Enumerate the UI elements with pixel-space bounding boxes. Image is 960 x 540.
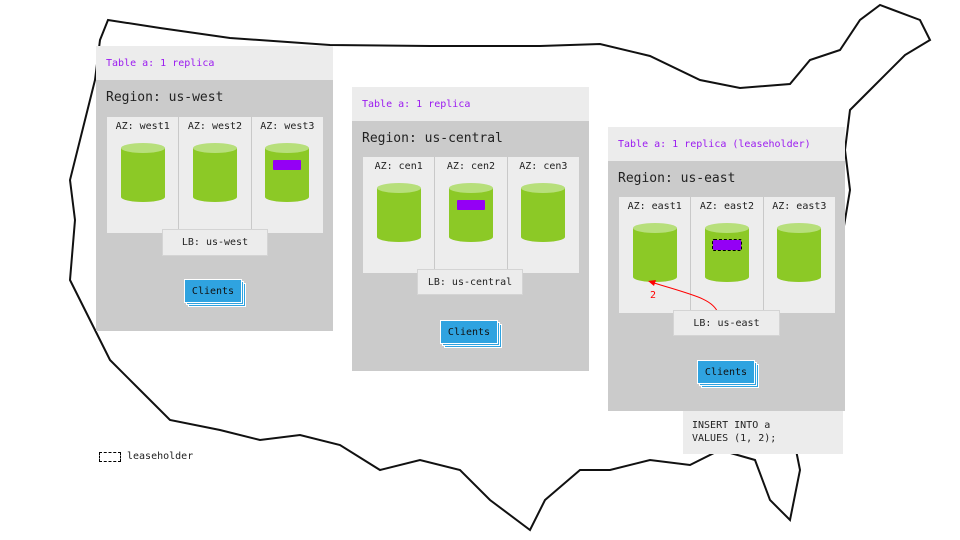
leaseholder-legend-icon — [99, 451, 121, 462]
az-label: AZ: cen1 — [374, 161, 423, 172]
az-group: AZ: west1 AZ: west2 AZ: west3 — [107, 117, 323, 233]
database-node-icon — [265, 143, 310, 207]
region-title: Region: us-west — [106, 90, 224, 105]
load-balancer: LB: us-central — [417, 269, 523, 295]
az-east3: AZ: east3 — [764, 197, 835, 313]
az-cen3: AZ: cen3 — [508, 157, 579, 273]
az-label: AZ: cen3 — [519, 161, 568, 172]
az-west3: AZ: west3 — [252, 117, 323, 233]
database-node-icon — [632, 223, 677, 287]
az-cen2: AZ: cen2 — [435, 157, 508, 273]
az-label: AZ: cen2 — [446, 161, 496, 172]
region-us-central: Region: us-central AZ: cen1 AZ: cen2 AZ:… — [352, 121, 589, 371]
database-node-icon — [376, 183, 421, 247]
az-east2: AZ: east2 — [691, 197, 764, 313]
load-balancer: LB: us-west — [162, 229, 268, 256]
clients-label: Clients — [440, 320, 498, 344]
az-cen1: AZ: cen1 — [363, 157, 436, 273]
legend: leaseholder — [99, 451, 193, 462]
table-label-us-west: Table a: 1 replica — [96, 46, 333, 80]
arrow-step-label: 2 — [650, 290, 657, 301]
az-group: AZ: east1 AZ: east2 AZ: east3 — [619, 197, 835, 313]
az-west2: AZ: west2 — [179, 117, 252, 233]
region-title: Region: us-east — [618, 171, 736, 186]
az-west1: AZ: west1 — [107, 117, 180, 233]
legend-label: leaseholder — [127, 451, 194, 462]
database-node-icon — [448, 183, 493, 247]
az-label: AZ: east2 — [699, 201, 755, 212]
az-label: AZ: west1 — [115, 121, 170, 132]
region-us-east: Region: us-east AZ: east1 AZ: east2 AZ: … — [608, 161, 845, 411]
database-node-icon — [120, 143, 165, 207]
clients-stack: Clients — [440, 320, 502, 348]
table-label-us-east: Table a: 1 replica (leaseholder) — [608, 127, 845, 161]
az-label: AZ: west3 — [260, 121, 315, 132]
region-title: Region: us-central — [362, 131, 503, 146]
replica-marker — [273, 160, 302, 170]
sql-statement: INSERT INTO a VALUES (1, 2); — [683, 411, 843, 454]
clients-label: Clients — [184, 279, 242, 303]
database-node-icon — [777, 223, 822, 287]
az-label: AZ: east3 — [772, 201, 827, 212]
database-node-icon — [521, 183, 566, 247]
replica-marker — [456, 200, 485, 210]
clients-stack: Clients — [184, 279, 246, 307]
table-label-us-central: Table a: 1 replica — [352, 87, 589, 121]
az-group: AZ: cen1 AZ: cen2 AZ: cen3 — [363, 157, 579, 273]
load-balancer: LB: us-east — [673, 310, 780, 336]
database-node-icon — [704, 223, 749, 287]
az-east1: AZ: east1 — [619, 197, 692, 313]
clients-label: Clients — [697, 360, 755, 384]
clients-stack: Clients — [697, 360, 759, 388]
az-label: AZ: east1 — [627, 201, 682, 212]
region-us-west: Region: us-west AZ: west1 AZ: west2 AZ: … — [96, 80, 333, 331]
az-label: AZ: west2 — [187, 121, 243, 132]
request-arrow — [648, 280, 719, 314]
leaseholder-replica-marker — [711, 239, 742, 251]
database-node-icon — [192, 143, 237, 207]
